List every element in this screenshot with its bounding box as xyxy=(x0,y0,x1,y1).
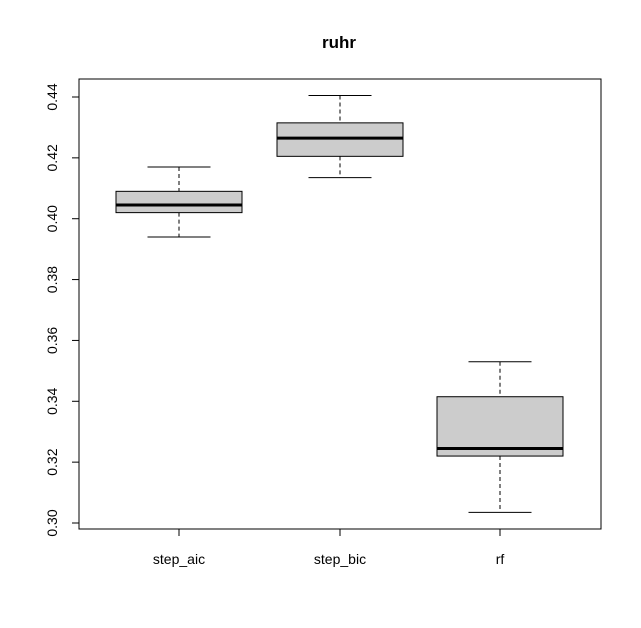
y-tick-label: 0.42 xyxy=(44,144,60,171)
box-step_aic xyxy=(115,166,243,238)
y-tick-label: 0.38 xyxy=(44,266,60,293)
boxes-group xyxy=(115,94,564,513)
y-tick-label: 0.40 xyxy=(44,205,60,232)
x-tick-label: step_aic xyxy=(153,551,205,567)
iqr-box xyxy=(436,396,564,457)
x-tick-label: rf xyxy=(496,551,505,567)
y-tick-label: 0.34 xyxy=(44,387,60,414)
box-rf xyxy=(436,361,564,513)
box-step_bic xyxy=(276,94,404,179)
x-tick-label: step_bic xyxy=(314,551,366,567)
iqr-box xyxy=(115,190,243,214)
y-tick-label: 0.36 xyxy=(44,327,60,354)
iqr-box xyxy=(276,122,404,157)
y-axis: 0.30 0.32 0.34 0.36 0.38 0.40 0.42 0.44 xyxy=(44,83,80,537)
y-tick-label: 0.44 xyxy=(44,83,60,110)
y-tick-label: 0.32 xyxy=(44,448,60,475)
y-tick-label: 0.30 xyxy=(44,509,60,536)
chart-title: ruhr xyxy=(322,33,356,52)
x-axis: step_aic step_bic rf xyxy=(153,528,505,567)
